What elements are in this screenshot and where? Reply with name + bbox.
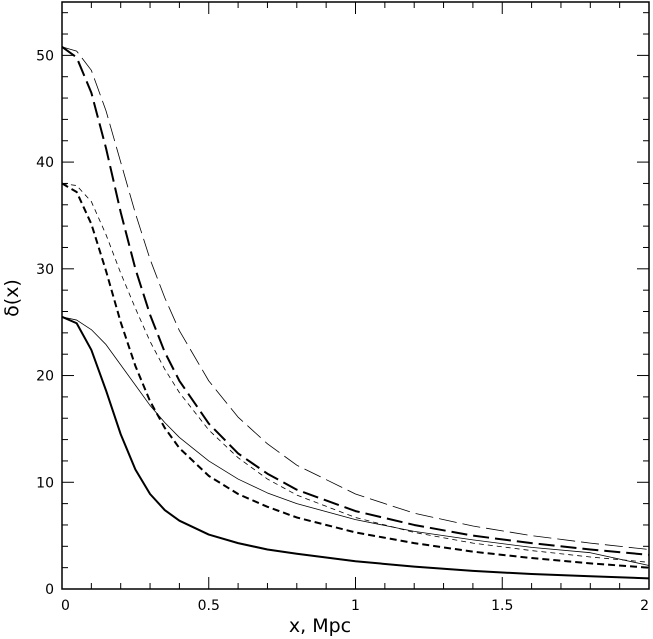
series-line-5 [61,46,650,556]
series-line-2 [61,316,650,566]
series-line-1 [61,315,650,580]
x-tick-label: 2 [640,598,649,614]
y-tick-label: 40 [36,155,54,171]
x-tick-label: 0.5 [198,598,220,614]
x-tick-label: 1.5 [491,598,513,614]
x-tick-label: 1 [351,598,360,614]
y-axis-title: δ(x) [1,279,23,317]
series-line-6 [61,46,650,550]
y-tick-label: 0 [45,582,54,598]
x-tick-label: 0 [61,598,70,614]
plot-frame [61,1,650,590]
y-tick-label: 10 [36,475,54,491]
y-tick-label: 30 [36,262,54,278]
series-line-3 [61,182,650,569]
x-axis-title: x, Mpc [289,615,351,637]
series-layer [61,46,650,580]
series-line-4 [61,183,650,563]
y-tick-label: 20 [36,369,54,385]
y-tick-label: 50 [36,48,54,64]
